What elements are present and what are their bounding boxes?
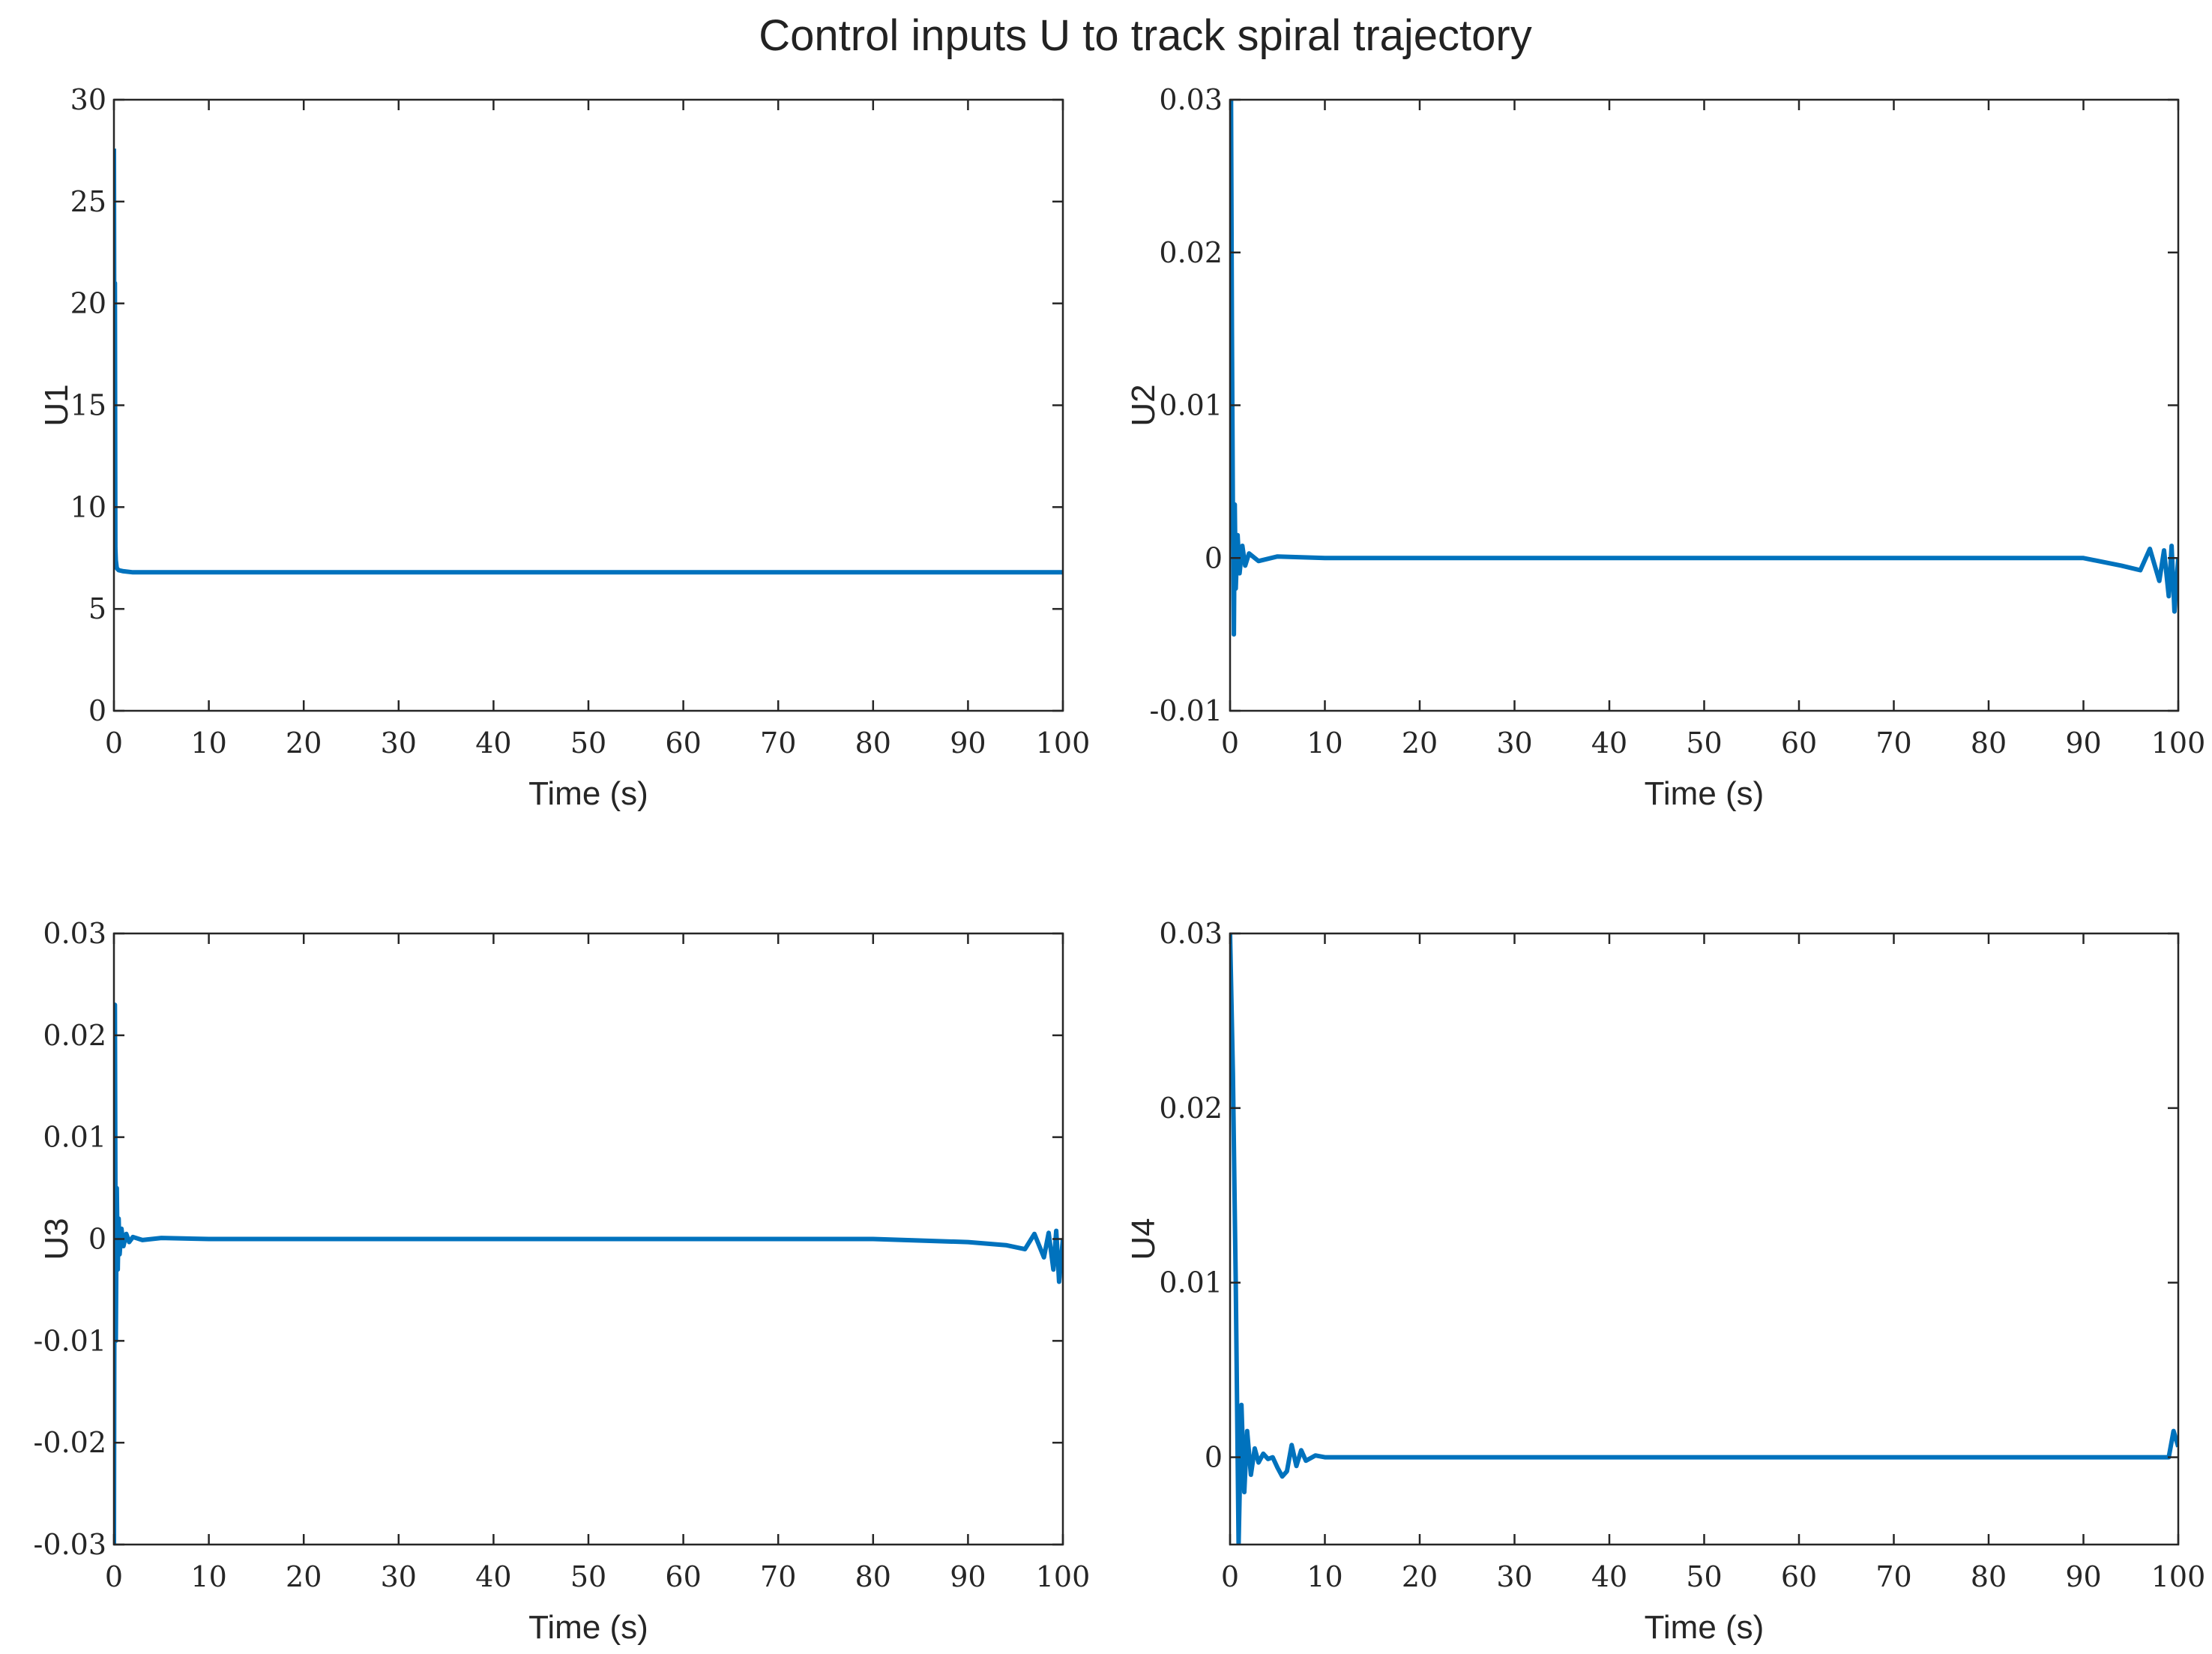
y-tick-label: 30: [70, 83, 106, 116]
x-tick-label: 50: [1686, 727, 1722, 760]
x-tick-label: 100: [1036, 727, 1091, 760]
x-tick-label: 30: [1496, 727, 1532, 760]
x-tick-label: 30: [381, 727, 417, 760]
y-tick-label: 5: [88, 592, 106, 625]
x-tick-label: 20: [1402, 1560, 1438, 1593]
x-tick-label: 0: [105, 1560, 123, 1593]
y-axis-label: U2: [1125, 384, 1162, 426]
y-tick-label: 0: [88, 1223, 106, 1256]
x-tick-label: 90: [950, 1560, 986, 1593]
y-tick-label: 0.02: [1159, 1092, 1223, 1125]
x-axis-label: Time (s): [528, 1609, 648, 1646]
x-tick-label: 40: [475, 727, 511, 760]
subplot-3: 0 10 20 30 40 50 60 70 80 90 100 -0.03 -0.02 -0.01 0 0.…: [34, 917, 1091, 1646]
y-tick-label: 20: [70, 287, 106, 320]
x-tick-label: 80: [1971, 1560, 2007, 1593]
x-tick-label: 20: [286, 1560, 322, 1593]
x-tick-label: 20: [286, 727, 322, 760]
y-tick-label: -0.03: [34, 1528, 106, 1561]
x-tick-label: 100: [2151, 1560, 2206, 1593]
series-line-4: [1230, 933, 2178, 1545]
x-tick-label: 50: [570, 727, 606, 760]
y-axis-label: U3: [38, 1218, 75, 1260]
y-tick-label: 0.03: [1159, 917, 1223, 950]
axes-frame-2: [1229, 98, 2180, 712]
x-tick-label: 70: [760, 727, 796, 760]
y-tick-label: 0: [88, 694, 106, 727]
x-tick-label: 90: [2065, 1560, 2101, 1593]
x-tick-label: 90: [2065, 727, 2101, 760]
x-tick-label: 70: [1875, 727, 1911, 760]
y-tick-label: 0.01: [43, 1121, 106, 1154]
x-axis-label: Time (s): [1645, 1609, 1765, 1646]
x-tick-label: 90: [950, 727, 986, 760]
series-line-1: [114, 148, 1063, 575]
x-tick-label: 10: [1307, 1560, 1342, 1593]
x-tick-label: 50: [570, 1560, 606, 1593]
series-line-3: [114, 1002, 1063, 1545]
x-tick-label: 40: [475, 1560, 511, 1593]
figure-title: Control inputs U to track spiral traject…: [759, 11, 1531, 60]
series-line-2: [1230, 100, 2178, 637]
x-tick-label: 10: [190, 1560, 226, 1593]
axes-frame-1: [112, 98, 1064, 712]
y-tick-label: 15: [70, 389, 106, 422]
y-axis-label: U4: [1125, 1218, 1162, 1260]
x-tick-label: 80: [855, 1560, 891, 1593]
x-axis-label: Time (s): [1645, 775, 1765, 812]
y-tick-label: 10: [70, 490, 106, 523]
x-tick-label: 80: [855, 727, 891, 760]
subplot-1: 0 10 20 30 40 50 60 70 80 90 100 0 5 10 15 20 25 30 Time (…: [38, 83, 1090, 812]
subplot-2: 0 10 20 30 40 50 60 70 80 90 100-0.0100.010.020.03…: [1125, 83, 2205, 812]
x-tick-label: 30: [1496, 1560, 1532, 1593]
x-tick-label: 100: [2151, 727, 2206, 760]
y-tick-label: 0.02: [1159, 236, 1223, 269]
y-tick-label: 0: [1205, 1441, 1223, 1474]
x-tick-label: 10: [1307, 727, 1342, 760]
x-tick-label: 80: [1971, 727, 2007, 760]
x-tick-label: 0: [105, 727, 123, 760]
x-tick-label: 70: [1875, 1560, 1911, 1593]
y-tick-label: 25: [70, 185, 106, 218]
x-tick-label: 60: [665, 727, 701, 760]
y-tick-label: 0.03: [1159, 83, 1223, 116]
x-tick-label: 60: [1781, 727, 1817, 760]
subplot-4: 0 10 20 30 40 50 60 70 80 90 100 0 0.01 0.02 0.03 Time …: [1125, 917, 2205, 1646]
x-tick-label: 100: [1036, 1560, 1091, 1593]
y-tick-label: -0.01: [34, 1324, 106, 1357]
y-tick-label: 0.01: [1159, 389, 1223, 422]
y-axis-label: U1: [38, 384, 75, 426]
x-tick-label: 40: [1591, 727, 1627, 760]
y-tick-label: 0.03: [43, 917, 106, 950]
x-tick-label: 0: [1221, 727, 1239, 760]
x-tick-label: 30: [381, 1560, 417, 1593]
x-tick-label: 20: [1402, 727, 1438, 760]
y-tick-label: -0.01: [1150, 694, 1223, 727]
x-axis-label: Time (s): [528, 775, 648, 812]
y-tick-label: -0.02: [34, 1426, 106, 1459]
y-tick-label: 0.02: [43, 1019, 106, 1052]
x-tick-label: 0: [1221, 1560, 1239, 1593]
x-tick-label: 50: [1686, 1560, 1722, 1593]
x-tick-label: 60: [1781, 1560, 1817, 1593]
axes-frame-4: [1229, 932, 2180, 1546]
x-tick-label: 60: [665, 1560, 701, 1593]
x-tick-label: 10: [190, 727, 226, 760]
y-tick-label: 0.01: [1159, 1266, 1223, 1299]
y-tick-label: 0: [1205, 541, 1223, 574]
x-tick-label: 70: [760, 1560, 796, 1593]
x-tick-label: 40: [1591, 1560, 1627, 1593]
